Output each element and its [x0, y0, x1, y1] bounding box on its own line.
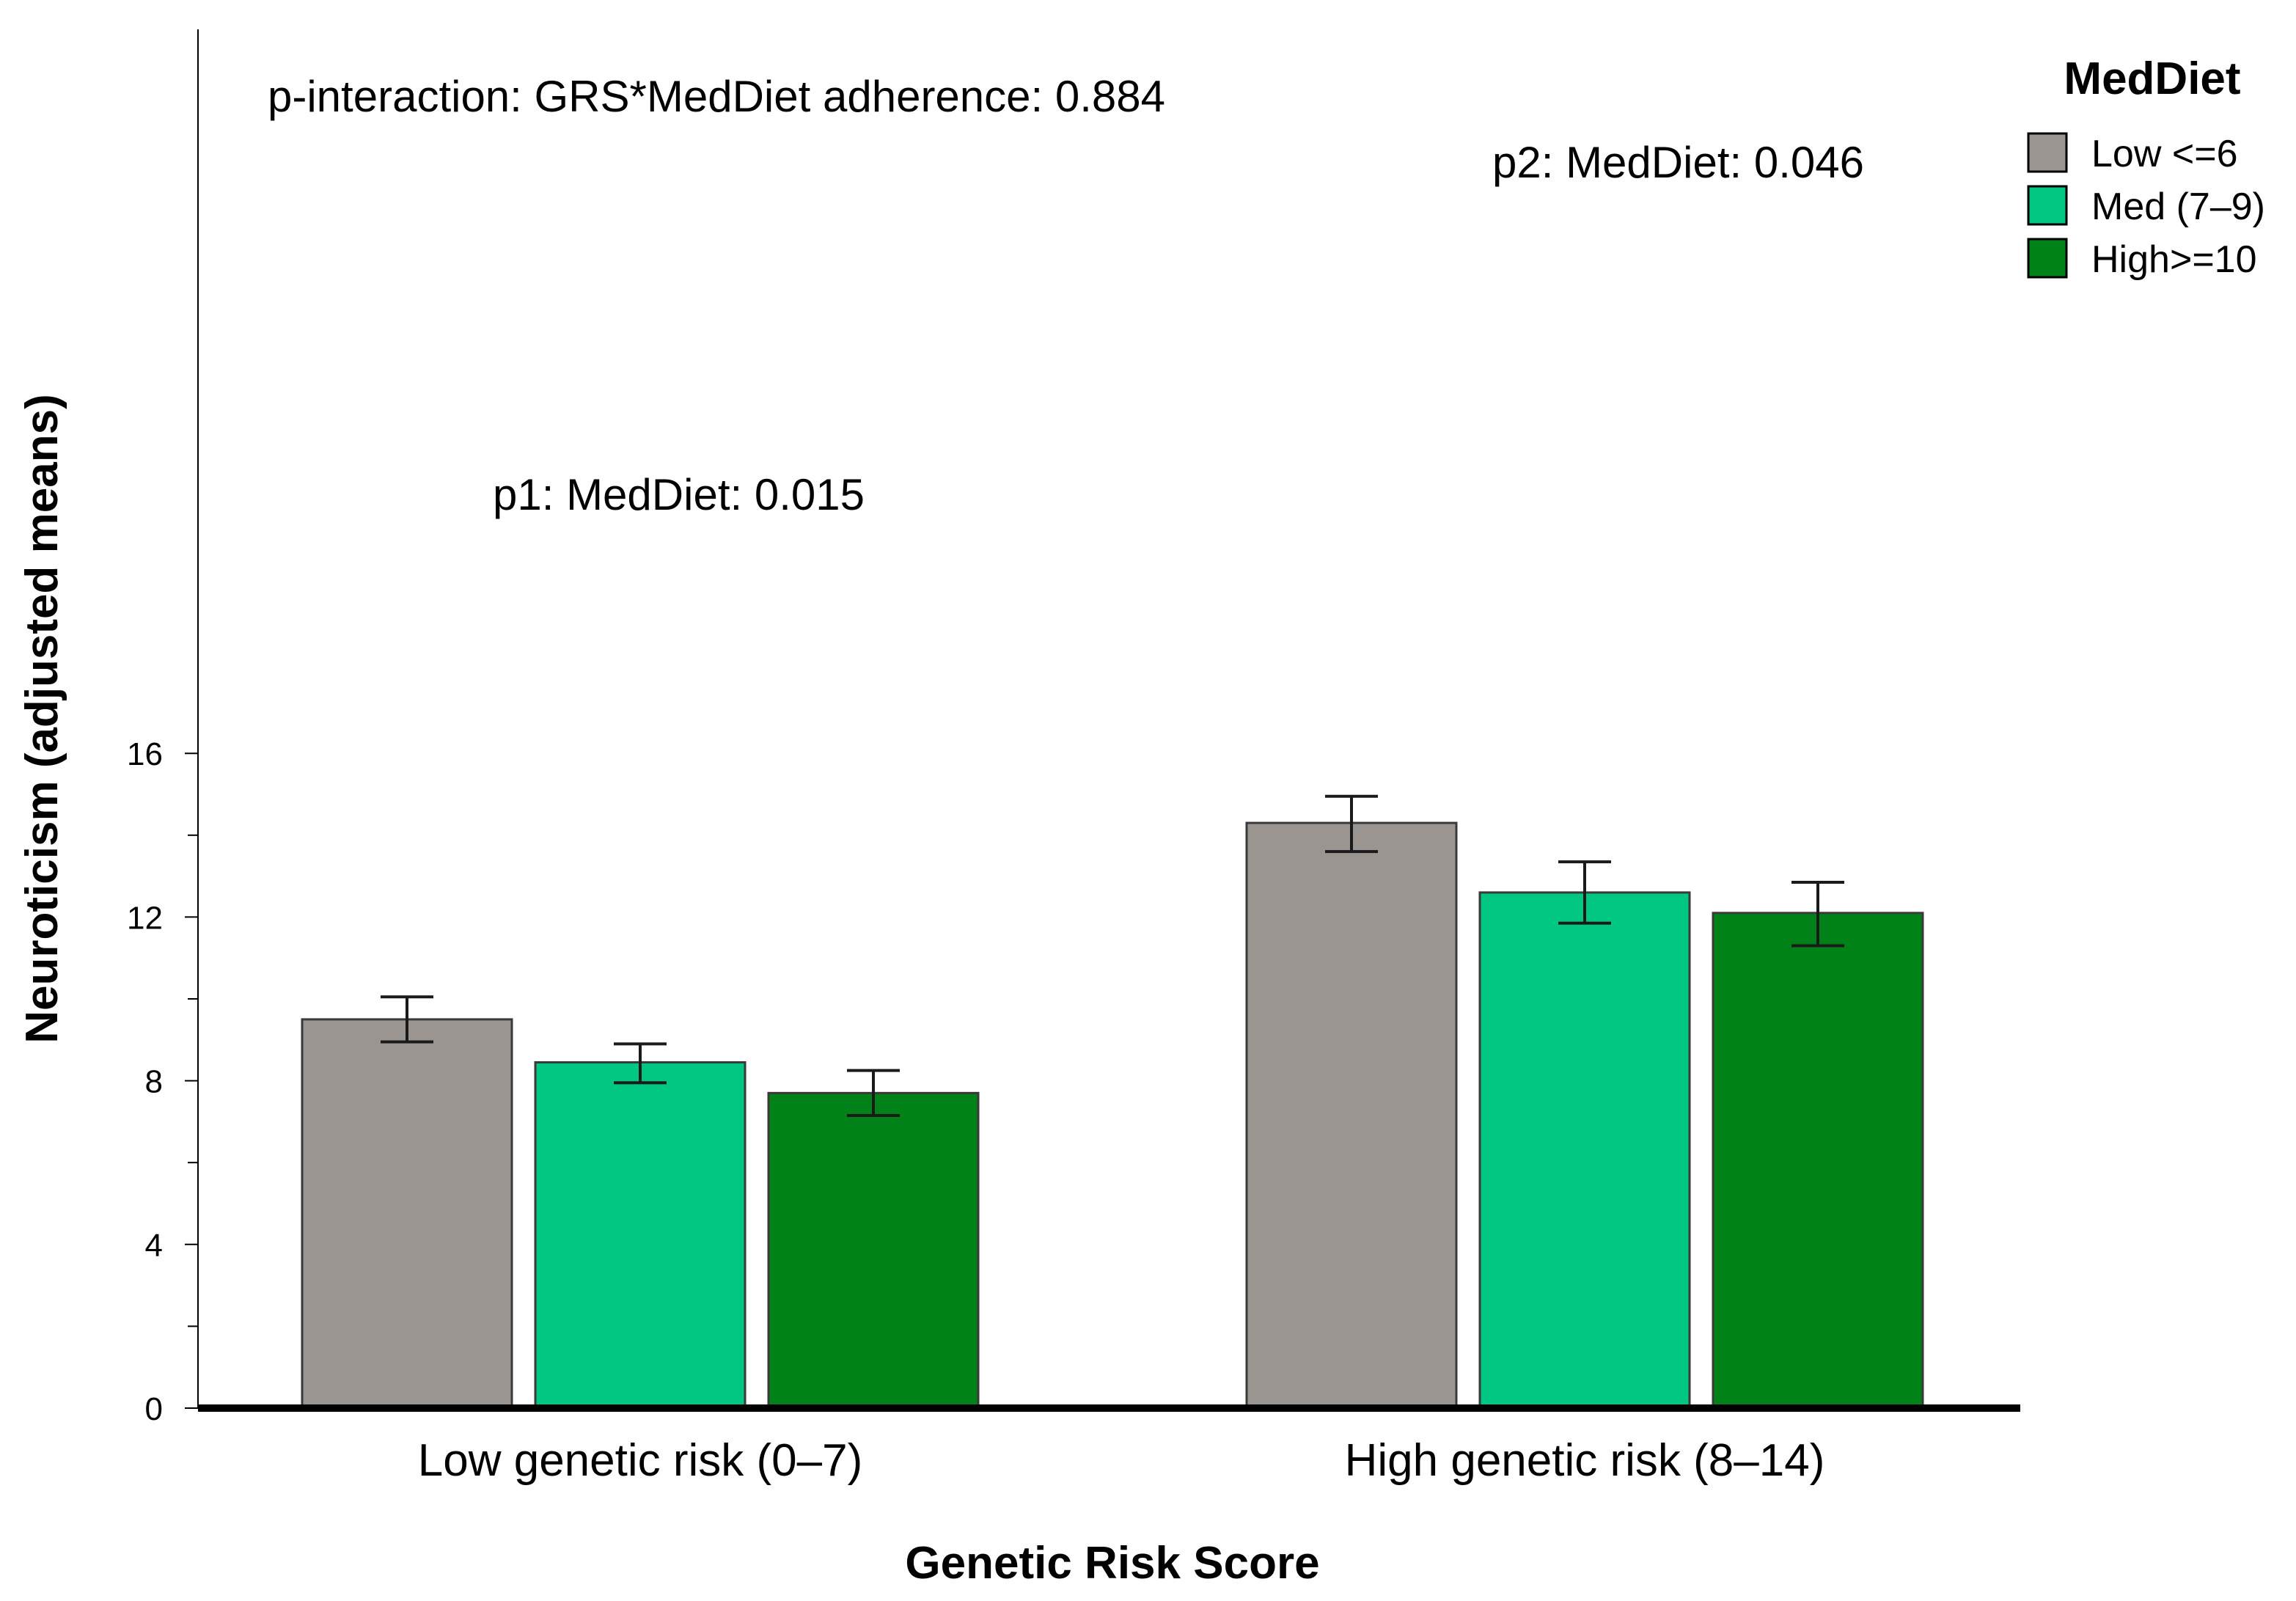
- error-bar: [1558, 860, 1611, 925]
- x-axis: Low genetic risk (0–7) High genetic risk …: [198, 1404, 2020, 1486]
- legend-swatch: [2027, 132, 2068, 173]
- p-interaction-annotation: p-interaction: GRS*MedDiet adherence: 0.…: [268, 72, 1165, 121]
- legend-label: Med (7–9): [2091, 186, 2265, 228]
- legend-swatch: [2027, 185, 2068, 226]
- x-tick-label: High genetic risk (8–14): [1345, 1435, 1825, 1486]
- error-bar: [381, 995, 433, 1044]
- bar: [301, 1018, 513, 1410]
- y-tick-label: 12: [127, 900, 163, 936]
- error-bars: [381, 794, 1844, 1118]
- y-axis-title: Neuroticism (adjusted means): [17, 394, 67, 1043]
- bar: [1712, 912, 1924, 1410]
- error-bar: [847, 1069, 900, 1118]
- y-tick-label: 16: [127, 736, 163, 772]
- bar: [767, 1091, 980, 1410]
- legend: MedDiet Low <=6 Med (7–9) High>=10: [2027, 54, 2265, 281]
- p1-annotation: p1: MedDiet: 0.015: [493, 470, 865, 519]
- legend-label: High>=10: [2091, 238, 2257, 281]
- bar: [1245, 821, 1458, 1410]
- legend-swatch: [2027, 238, 2068, 279]
- p2-annotation: p2: MedDiet: 0.046: [1492, 138, 1864, 187]
- y-tick-label: 4: [145, 1228, 163, 1264]
- x-tick-label: Low genetic risk (0–7): [418, 1435, 863, 1486]
- error-bar: [614, 1042, 667, 1085]
- bar: [1478, 891, 1691, 1410]
- y-axis: 0 4 8 12 16: [127, 29, 199, 1427]
- x-axis-title: Genetic Risk Score: [905, 1538, 1319, 1589]
- y-tick-label: 8: [145, 1064, 163, 1100]
- error-bar: [1325, 794, 1378, 854]
- bars: [301, 821, 1924, 1410]
- legend-title: MedDiet: [2064, 54, 2240, 104]
- error-bar: [1791, 880, 1844, 948]
- bar: [534, 1060, 747, 1410]
- legend-label: Low <=6: [2091, 133, 2238, 175]
- y-tick-label: 0: [145, 1391, 163, 1427]
